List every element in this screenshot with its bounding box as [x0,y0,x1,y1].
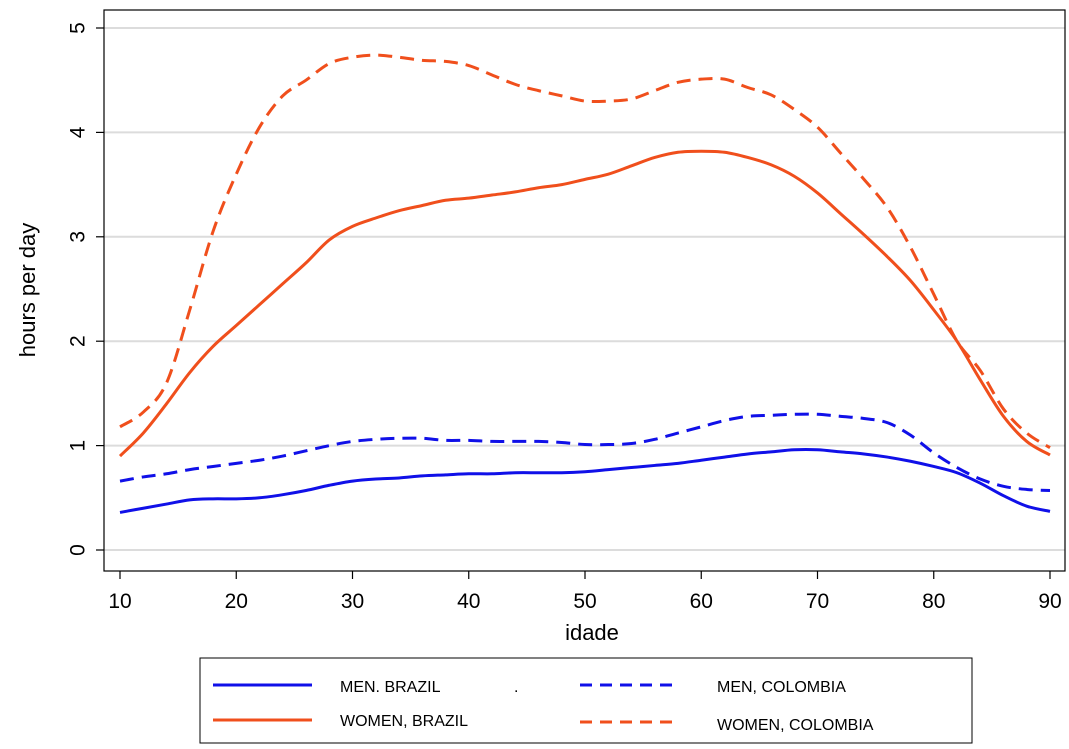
x-tick-label-50: 50 [573,590,596,613]
x-tick-label-30: 30 [341,590,364,613]
legend-label-men-brazil: MEN. BRAZIL [340,679,441,696]
y-tick-label-0: 0 [67,544,90,556]
x-tick-label-20: 20 [225,590,248,613]
x-tick-label-70: 70 [806,590,829,613]
x-tick-label-90: 90 [1038,590,1061,613]
y-tick-label-4: 4 [67,126,90,138]
legend: MEN. BRAZIL . WOMEN, BRAZIL MEN, COLOMBI… [200,658,972,743]
x-tick-label-60: 60 [690,590,713,613]
x-axis-title: idade [565,620,619,645]
legend-label-women-brazil: WOMEN, BRAZIL [340,713,468,730]
y-tick-label-5: 5 [67,22,90,34]
legend-label-women-colombia: WOMEN, COLOMBIA [717,717,874,734]
y-tick-label-1: 1 [67,440,90,452]
x-tick-label-40: 40 [457,590,480,613]
y-tick-label-2: 2 [67,335,90,347]
x-tick-label-10: 10 [108,590,131,613]
legend-label-men-colombia: MEN, COLOMBIA [717,679,846,696]
y-axis-title: hours per day [15,223,40,358]
x-tick-label-80: 80 [922,590,945,613]
legend-stray-mark: . [514,679,518,696]
y-tick-label-3: 3 [67,231,90,243]
